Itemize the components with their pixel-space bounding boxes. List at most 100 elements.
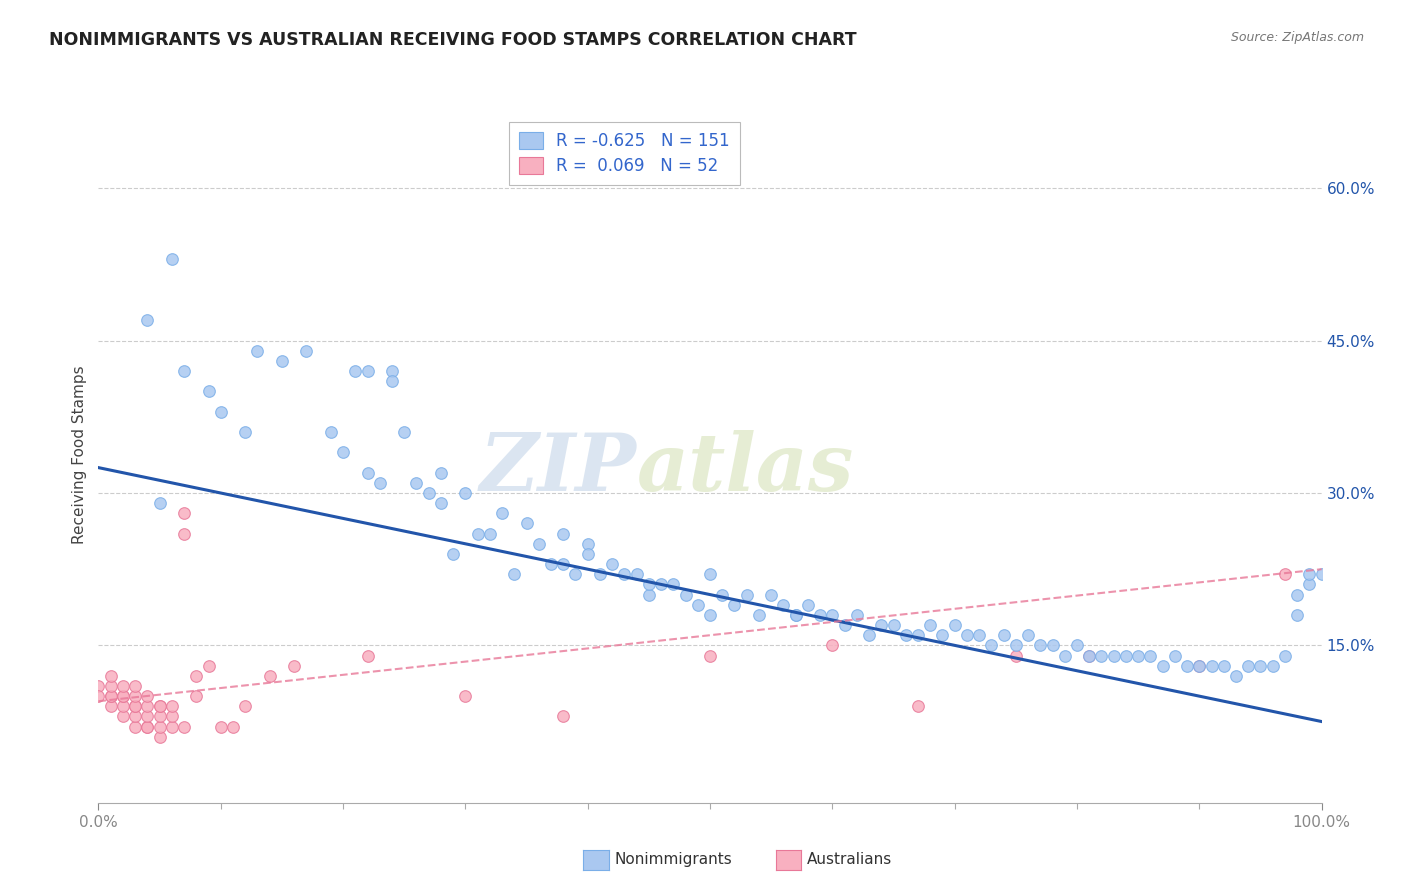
Point <box>1029 639 1052 653</box>
Point <box>980 639 1002 653</box>
Point <box>405 475 427 490</box>
Point <box>344 364 367 378</box>
Point <box>699 607 721 622</box>
Point <box>1042 639 1064 653</box>
Point <box>246 343 269 358</box>
Point <box>319 425 342 439</box>
Point <box>503 567 526 582</box>
Point <box>1078 648 1101 663</box>
Point <box>1128 648 1150 663</box>
Point <box>1286 607 1309 622</box>
Point <box>662 577 685 591</box>
Point <box>209 405 232 419</box>
Point <box>907 628 929 642</box>
Point <box>920 618 942 632</box>
Point <box>136 689 159 703</box>
Point <box>124 699 146 714</box>
Point <box>100 699 122 714</box>
Point <box>111 689 134 703</box>
Point <box>967 628 990 642</box>
Point <box>381 374 404 388</box>
Point <box>160 720 183 734</box>
Point <box>1053 648 1076 663</box>
Point <box>270 354 294 368</box>
Point <box>748 607 770 622</box>
Point <box>993 628 1015 642</box>
Point <box>222 720 245 734</box>
Point <box>100 689 122 703</box>
Point <box>173 364 195 378</box>
Point <box>149 699 172 714</box>
Point <box>772 598 794 612</box>
Point <box>1102 648 1125 663</box>
Point <box>1004 648 1026 663</box>
Point <box>808 607 831 622</box>
Point <box>1188 658 1211 673</box>
Point <box>1066 639 1088 653</box>
Point <box>111 689 134 703</box>
Point <box>527 537 550 551</box>
Point <box>1274 648 1296 663</box>
Point <box>540 557 562 571</box>
Point <box>124 679 146 693</box>
Point <box>160 252 183 267</box>
Point <box>553 557 575 571</box>
Legend: R = -0.625   N = 151, R =  0.069   N = 52: R = -0.625 N = 151, R = 0.069 N = 52 <box>509 122 740 186</box>
Point <box>797 598 820 612</box>
Point <box>650 577 672 591</box>
Point <box>883 618 905 632</box>
Point <box>907 699 929 714</box>
Point <box>761 588 783 602</box>
Point <box>931 628 953 642</box>
Text: ZIP: ZIP <box>479 430 637 508</box>
Point <box>149 709 172 723</box>
Point <box>124 699 146 714</box>
Point <box>295 343 318 358</box>
Point <box>553 709 575 723</box>
Point <box>111 709 134 723</box>
Point <box>1249 658 1271 673</box>
Point <box>441 547 464 561</box>
Point <box>1004 639 1026 653</box>
Point <box>638 577 661 591</box>
Point <box>100 669 122 683</box>
Point <box>332 445 354 459</box>
Point <box>149 720 172 734</box>
Point <box>1298 567 1320 582</box>
Point <box>1286 588 1309 602</box>
Point <box>1188 658 1211 673</box>
Point <box>233 425 256 439</box>
Point <box>136 699 159 714</box>
Point <box>1310 567 1333 582</box>
Text: Nonimmigrants: Nonimmigrants <box>614 853 733 867</box>
Point <box>392 425 416 439</box>
Point <box>454 486 477 500</box>
Point <box>686 598 709 612</box>
Point <box>785 607 807 622</box>
Point <box>845 607 868 622</box>
Point <box>1212 658 1234 673</box>
Point <box>160 699 183 714</box>
Point <box>381 364 404 378</box>
Point <box>87 689 110 703</box>
Point <box>197 658 219 673</box>
Point <box>111 679 134 693</box>
Point <box>356 364 378 378</box>
Point <box>576 547 599 561</box>
Point <box>870 618 893 632</box>
Point <box>186 689 208 703</box>
Point <box>1164 648 1187 663</box>
Text: atlas: atlas <box>637 430 853 508</box>
Point <box>785 607 807 622</box>
Point <box>430 496 453 510</box>
Text: Australians: Australians <box>807 853 893 867</box>
Point <box>368 475 391 490</box>
Point <box>124 709 146 723</box>
Point <box>430 466 453 480</box>
Point <box>699 567 721 582</box>
Point <box>173 506 195 520</box>
Point <box>576 537 599 551</box>
Point <box>173 526 195 541</box>
Y-axis label: Receiving Food Stamps: Receiving Food Stamps <box>72 366 87 544</box>
Point <box>675 588 697 602</box>
